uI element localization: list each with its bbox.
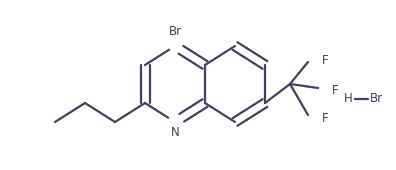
Text: Br: Br <box>369 92 383 106</box>
Text: F: F <box>332 83 339 97</box>
Text: F: F <box>322 112 329 124</box>
Text: N: N <box>171 126 179 139</box>
Text: H: H <box>344 92 352 106</box>
Text: F: F <box>322 54 329 66</box>
Text: Br: Br <box>168 25 181 38</box>
